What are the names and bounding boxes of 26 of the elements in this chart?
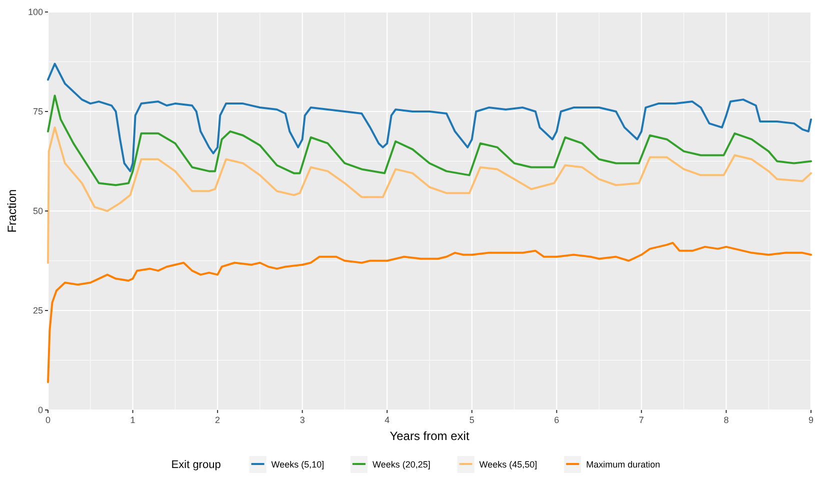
x-tick-label: 4 [384, 415, 390, 425]
x-tick-label: 0 [45, 415, 51, 425]
x-tick-label: 2 [215, 415, 220, 425]
y-tick-label: 25 [32, 306, 43, 316]
x-tick-label: 1 [130, 415, 136, 425]
line-series [47, 126, 812, 264]
y-axis-title: Fraction [5, 189, 19, 233]
y-tick-label: 75 [32, 106, 43, 116]
x-tick-label: 9 [808, 415, 814, 425]
x-tick-label: 8 [724, 415, 729, 425]
x-axis-title: Years from exit [390, 429, 470, 443]
line-series [47, 94, 812, 186]
x-tick-label: 5 [469, 415, 474, 425]
line-series [47, 62, 812, 172]
legend-title: Exit group [171, 459, 221, 471]
x-tick-label: 7 [638, 415, 644, 425]
y-tick-label: 100 [28, 7, 43, 17]
legend-label: Weeks (45,50] [479, 460, 538, 470]
legend-label: Weeks (20,25] [372, 460, 430, 470]
x-tick-label: 6 [554, 415, 560, 425]
y-tick-label: 50 [32, 206, 43, 216]
legend-label: Weeks (5,10] [271, 460, 324, 470]
x-tick-label: 3 [300, 415, 305, 425]
line-series [47, 242, 812, 384]
y-tick-label: 0 [38, 405, 43, 415]
legend-label: Maximum duration [586, 460, 660, 470]
